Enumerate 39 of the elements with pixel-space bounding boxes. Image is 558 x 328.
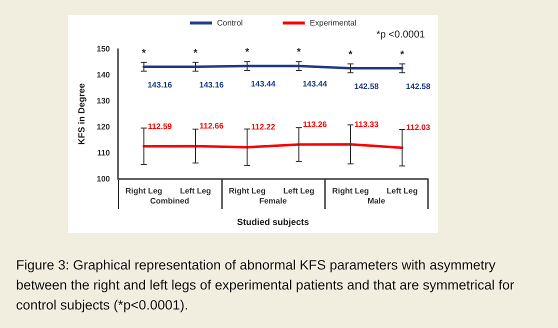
text: Male xyxy=(367,196,386,206)
data-label: 142.58 xyxy=(354,82,380,91)
annotation: * xyxy=(194,48,198,59)
y-tick-label: 150 xyxy=(96,44,111,54)
data-label: 112.22 xyxy=(251,122,276,132)
text: *p <0.0001 xyxy=(376,30,426,40)
data-label: 112.03 xyxy=(406,123,431,132)
legend-label: Experimental xyxy=(310,18,357,28)
y-tick-label: 100 xyxy=(96,174,111,184)
y-tick-label: 120 xyxy=(96,122,111,132)
data-label: 143.16 xyxy=(148,80,173,90)
data-label: 143.16 xyxy=(199,80,224,90)
annotation: * xyxy=(400,49,404,60)
x-tick-label: Left Leg xyxy=(283,186,314,196)
x-tick-label: Left Leg xyxy=(386,186,418,196)
annotation: * xyxy=(296,47,301,58)
x-tick-label: Right Leg xyxy=(332,186,370,196)
x-axis-title: Studied subjects xyxy=(236,217,310,227)
caption: Figure 3: Graphical representation of abnormal KFS parameters with asymmetry between the right and left legs of experimental patients and that are symmetrical for control subjects (*p<0.0001). xyxy=(16,258,518,312)
text: Female xyxy=(259,196,288,206)
legend-label: Control xyxy=(217,18,244,28)
x-tick-label: Right Leg xyxy=(228,186,266,196)
data-label: 112.59 xyxy=(148,122,172,131)
data-label: 112.66 xyxy=(199,122,224,131)
data-label: 143.44 xyxy=(250,80,276,89)
data-label: 113.33 xyxy=(354,120,380,129)
data-label: 113.26 xyxy=(302,120,328,130)
data-label: 143.44 xyxy=(302,80,328,89)
y-tick-label: 110 xyxy=(97,148,111,158)
data-label: 142.58 xyxy=(406,82,431,91)
x-tick-label: Right Leg xyxy=(125,186,162,196)
annotation: * xyxy=(348,49,353,60)
y-axis-title: KFS in Degree xyxy=(76,83,86,145)
annotation: * xyxy=(245,47,250,58)
annotation: * xyxy=(142,48,146,59)
x-tick-label: Left Leg xyxy=(180,186,212,196)
text: Combined xyxy=(150,196,190,206)
y-tick-label: 140 xyxy=(96,70,111,80)
y-tick-label: 130 xyxy=(96,96,111,106)
